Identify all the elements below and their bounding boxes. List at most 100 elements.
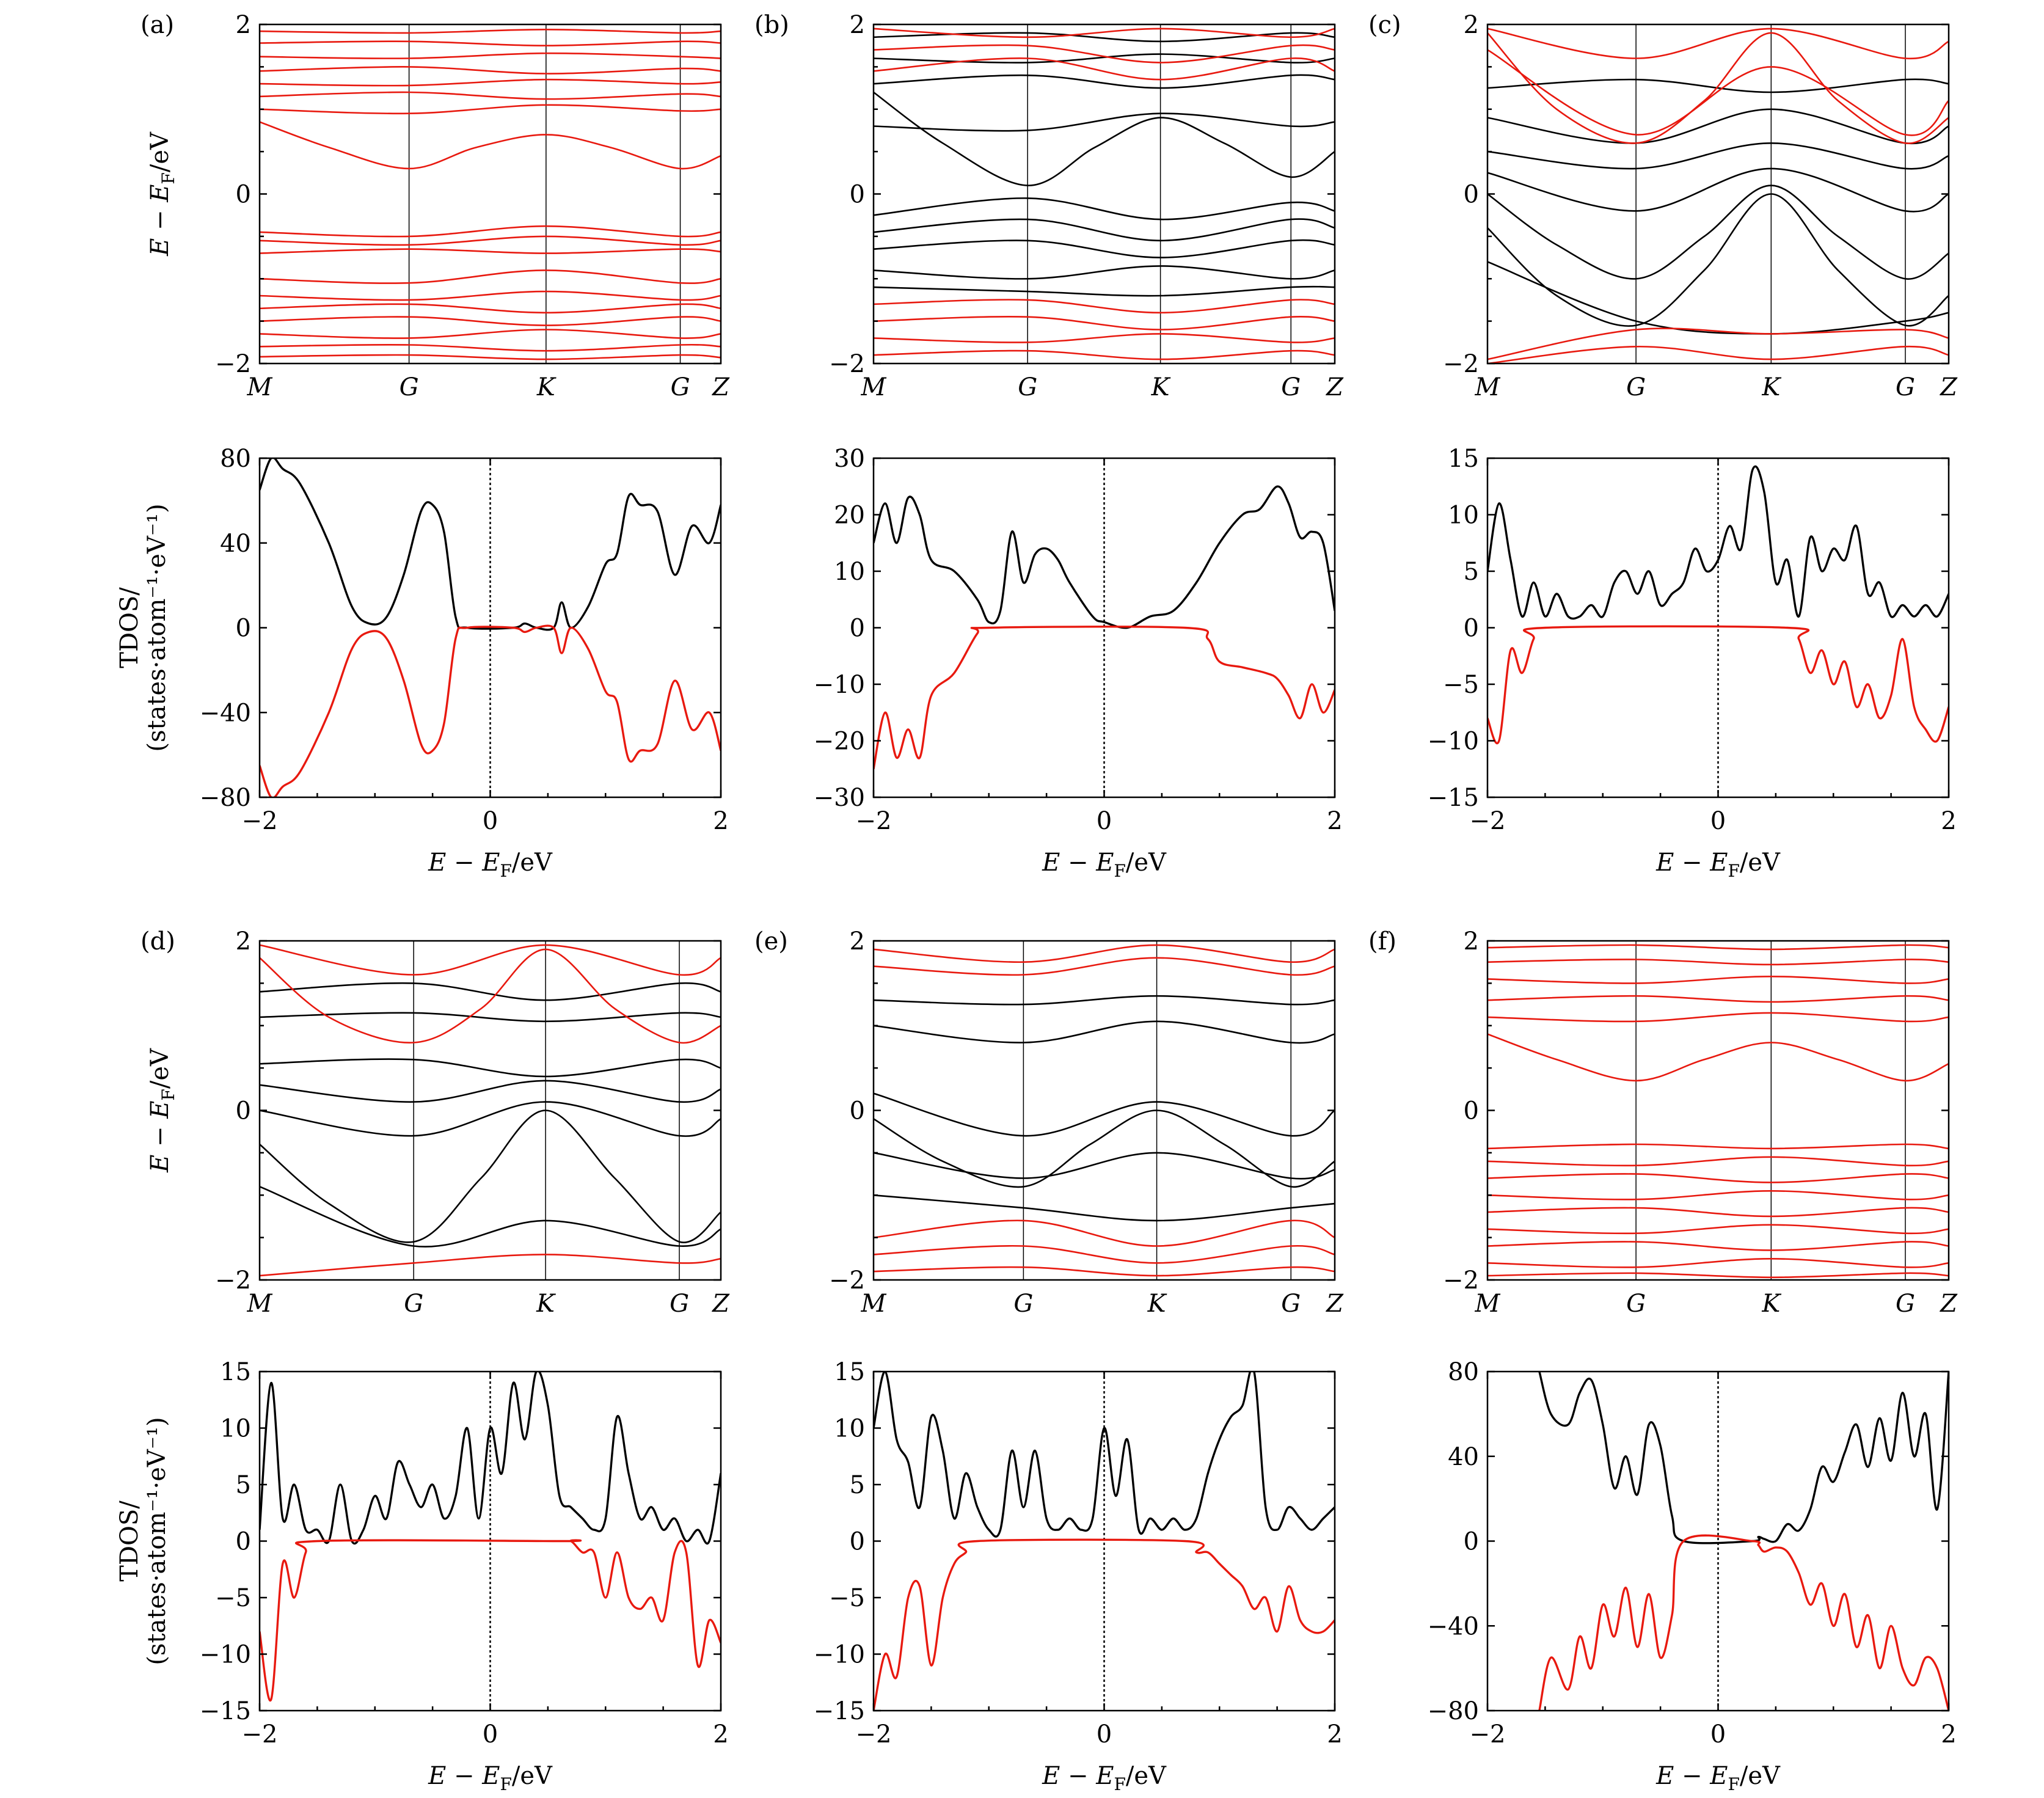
band-line-spin-down xyxy=(1487,1190,1949,1200)
kpoint-label: G xyxy=(1896,1290,1915,1318)
dos-x-axis-title-e2: E xyxy=(1095,849,1114,877)
x-tick-label: −2 xyxy=(1470,1720,1506,1749)
y-tick-label: −10 xyxy=(814,671,865,699)
kpoint-label: K xyxy=(1147,1290,1167,1318)
dos-x-axis-title-e2: E xyxy=(1709,1762,1728,1790)
band-line-spin-down xyxy=(874,1219,1335,1247)
y-tick-label: 15 xyxy=(220,1358,251,1386)
kpoint-label: G xyxy=(1281,1290,1301,1318)
dos-x-axis-title: E − EF/eV xyxy=(428,849,553,881)
y-tick-label: 80 xyxy=(1448,1358,1479,1386)
band-line-spin-up xyxy=(1487,185,1949,280)
panel-label: (e) xyxy=(754,927,788,956)
dos-x-axis-title-unit: /eV xyxy=(1126,849,1167,877)
y-tick-label: 2 xyxy=(1464,11,1479,39)
band-line-spin-down xyxy=(1487,995,1949,1003)
band-line-spin-down xyxy=(874,349,1335,360)
kpoint-label: G xyxy=(1281,373,1301,401)
x-tick-label: 2 xyxy=(1327,807,1342,835)
dos-curve-spin-up xyxy=(874,485,1335,629)
band-line-spin-up xyxy=(260,982,721,1001)
band-line-spin-down xyxy=(1487,1033,1949,1082)
dos-x-axis-title-unit: /eV xyxy=(512,1762,553,1790)
y-tick-label: 10 xyxy=(834,1415,865,1443)
y-tick-label: −80 xyxy=(200,784,251,812)
kpoint-label: K xyxy=(1151,373,1171,401)
bands xyxy=(260,28,721,360)
y-tick-label: 2 xyxy=(236,11,251,39)
band-line-spin-down xyxy=(1487,27,1949,59)
band-line-spin-up xyxy=(260,1109,721,1244)
kpoint-label: Z xyxy=(1325,373,1344,401)
kpoint-label: K xyxy=(536,373,557,401)
y-tick-label: −5 xyxy=(215,1584,251,1612)
dos-curve-spin-down xyxy=(874,626,1335,770)
y-tick-label: 40 xyxy=(220,530,251,558)
y-tick-label: 0 xyxy=(850,1528,865,1556)
y-tick-label: 0 xyxy=(850,1097,865,1125)
kpoint-label: M xyxy=(247,373,273,401)
band-y-axis-title-sub: F xyxy=(158,172,178,184)
kpoint-label: G xyxy=(1896,373,1915,401)
band-line-spin-up xyxy=(1487,108,1949,145)
band-line-spin-down xyxy=(874,1244,1335,1264)
band-line-spin-down xyxy=(1487,944,1949,951)
kpoint-label: Z xyxy=(1939,373,1958,401)
kpoint-label: K xyxy=(1761,373,1781,401)
band-line-spin-down xyxy=(1487,1241,1949,1251)
dos-x-axis-title-unit: /eV xyxy=(1126,1762,1167,1790)
y-tick-label: −15 xyxy=(200,1697,251,1725)
y-tick-label: 10 xyxy=(1448,502,1479,530)
band-line-spin-up xyxy=(874,218,1335,242)
y-tick-label: −80 xyxy=(1428,1697,1479,1725)
band-line-spin-up xyxy=(874,112,1335,132)
y-tick-label: −40 xyxy=(200,699,251,727)
kpoint-label: Z xyxy=(711,373,730,401)
x-tick-label: −2 xyxy=(242,1720,278,1749)
panel-label: (b) xyxy=(754,11,789,39)
x-tick-label: 0 xyxy=(483,1720,498,1749)
band-line-spin-down xyxy=(1487,32,1949,144)
dos-y-axis-title-line1: TDOS/ xyxy=(115,587,144,668)
dos-x-axis-title: E − EF/eV xyxy=(1655,849,1781,881)
dos-x-axis-title-sub: F xyxy=(1728,1774,1739,1794)
kpoint-label: K xyxy=(1761,1290,1781,1318)
band-line-spin-down xyxy=(1487,1143,1949,1150)
band-line-spin-up xyxy=(874,1109,1335,1188)
band-line-spin-down xyxy=(1487,975,1949,984)
dos-x-axis-title-e2: E xyxy=(481,1762,500,1790)
dos-x-axis-title-e: E xyxy=(1655,1762,1674,1790)
x-tick-label: −2 xyxy=(856,1720,892,1749)
y-tick-label: 15 xyxy=(1448,445,1479,473)
band-y-axis-title-e: E xyxy=(146,1155,174,1173)
x-tick-label: 0 xyxy=(483,807,498,835)
y-tick-label: 5 xyxy=(1464,558,1479,586)
kpoint-label: G xyxy=(1018,373,1037,401)
x-tick-label: 0 xyxy=(1097,1720,1112,1749)
band-line-spin-up xyxy=(874,239,1335,258)
dos-x-axis-title-e2: E xyxy=(1709,849,1728,877)
band-line-spin-up xyxy=(1487,167,1949,213)
dos-curve-spin-up xyxy=(1538,1372,1949,1544)
plot-frame xyxy=(258,23,722,365)
dos-x-axis-title-e2: E xyxy=(481,849,500,877)
y-tick-label: 2 xyxy=(850,927,865,956)
band-line-spin-up xyxy=(874,74,1335,89)
dos-x-axis-title-minus: − xyxy=(1674,1762,1710,1790)
bands xyxy=(1487,27,1949,364)
bands xyxy=(874,27,1335,360)
band-line-spin-down xyxy=(1487,959,1949,966)
panel-label: (f) xyxy=(1368,927,1396,956)
band-line-spin-down xyxy=(260,343,721,352)
band-y-axis-title-e2: E xyxy=(146,185,174,203)
dos-x-axis-title-sub: F xyxy=(500,861,511,881)
